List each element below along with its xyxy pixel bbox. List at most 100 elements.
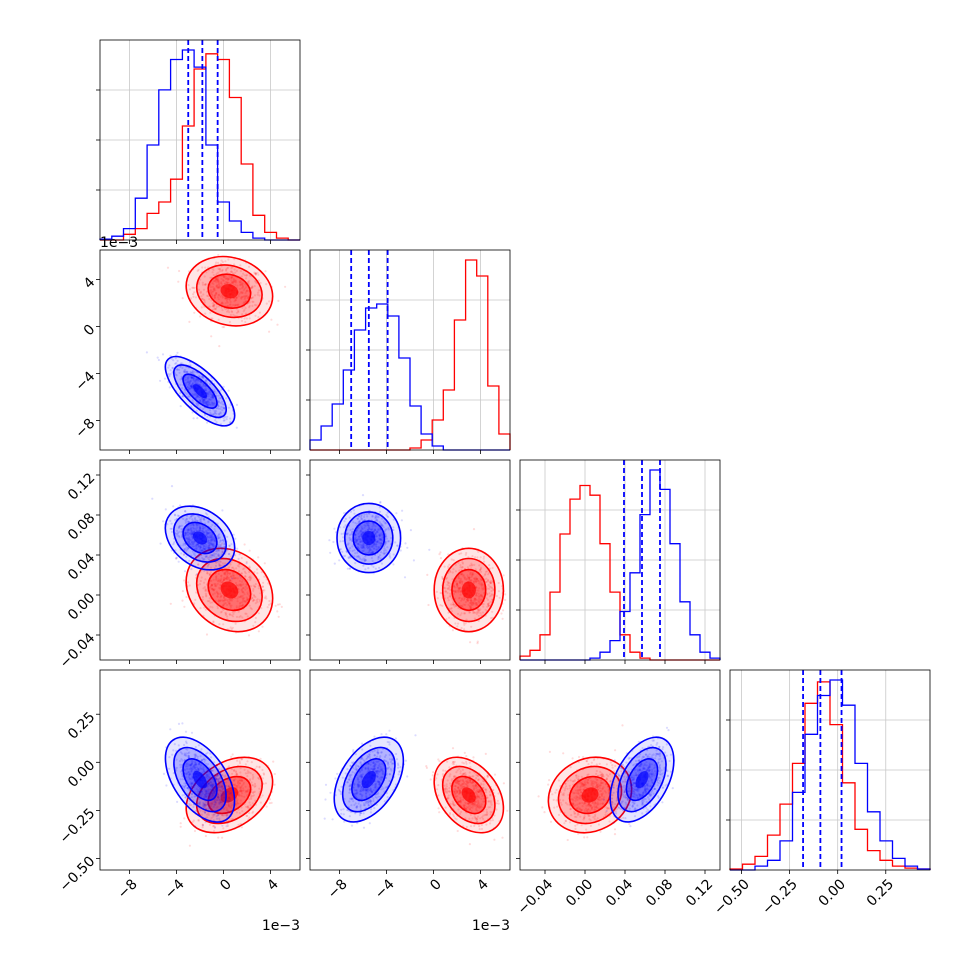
scatter-point (245, 560, 248, 564)
scatter-point (247, 807, 250, 810)
scatter-point (468, 805, 471, 808)
scatter-point (236, 782, 240, 785)
scatter-point (176, 800, 179, 804)
scatter-point (178, 760, 182, 763)
scatter-point (230, 555, 233, 558)
scatter-point (216, 793, 220, 796)
scatter-point (198, 527, 202, 530)
scatter-point (206, 785, 209, 788)
scatter-point (206, 790, 209, 793)
scatter-point (228, 297, 231, 301)
scatter-point (211, 543, 214, 546)
scatter-point (192, 527, 196, 530)
scatter-point (478, 796, 481, 799)
scatter-point (213, 783, 216, 786)
scatter-point (183, 768, 186, 771)
scatter-point (202, 805, 205, 808)
scatter-point (246, 615, 249, 618)
scatter-point (463, 577, 467, 581)
scatter-point (465, 578, 468, 581)
scatter-point (474, 791, 477, 795)
scatter-point (199, 291, 202, 294)
scatter-point (186, 520, 190, 523)
scatter-point (181, 722, 184, 725)
scatter-point (234, 622, 237, 625)
scatter-point (212, 790, 215, 793)
scatter-point (466, 576, 469, 579)
scatter-point (203, 804, 206, 807)
scatter-point (229, 313, 232, 316)
scatter-point (465, 780, 468, 783)
scatter-point (190, 526, 193, 530)
scatter-point (246, 790, 249, 793)
scatter-point (184, 785, 187, 788)
scatter-point (468, 579, 471, 582)
scatter-point (458, 791, 461, 795)
scatter-point (244, 283, 247, 286)
scatter-point (460, 568, 463, 571)
scatter-point (384, 528, 387, 531)
scatter-point (224, 602, 227, 605)
scatter-point (236, 597, 239, 600)
scatter-point (190, 540, 194, 544)
scatter-point (214, 419, 217, 422)
scatter-point (193, 602, 196, 605)
scatter-point (207, 401, 211, 404)
scatter-point (190, 543, 193, 546)
scatter-point (241, 286, 244, 289)
scatter-point (438, 760, 441, 763)
scatter-point (197, 768, 200, 771)
scatter-point (347, 556, 350, 559)
scatter-point (238, 782, 241, 785)
scatter-point (354, 541, 358, 544)
scatter-point (202, 398, 206, 401)
scatter-point (212, 303, 215, 306)
scatter-point (456, 829, 459, 833)
scatter-point (468, 780, 471, 784)
scatter-point (205, 792, 208, 795)
scatter-point (217, 779, 220, 782)
scatter-point (469, 573, 472, 576)
scatter-point (479, 817, 482, 820)
scatter-point (458, 780, 461, 783)
scatter-point (254, 280, 257, 283)
scatter-point (181, 752, 184, 755)
scatter-point (239, 576, 242, 579)
scatter-point (187, 383, 190, 387)
scatter-point (344, 517, 347, 521)
scatter-point (446, 791, 449, 794)
scatter-point (461, 761, 464, 764)
scatter-point (231, 804, 234, 807)
scatter-point (460, 605, 464, 608)
scatter-point (214, 539, 217, 542)
scatter-point (244, 300, 248, 303)
scatter-point (191, 376, 194, 379)
scatter-point (193, 530, 196, 533)
scatter-point (226, 297, 229, 300)
scatter-point (210, 401, 213, 404)
scatter-point (205, 803, 208, 806)
scatter-point (211, 606, 214, 609)
scatter-point (244, 600, 247, 604)
scatter-point (462, 781, 465, 784)
scatter-point (192, 523, 195, 527)
scatter-point (197, 563, 200, 566)
scatter-point (208, 402, 211, 405)
scatter-point (481, 816, 484, 819)
scatter-point (211, 396, 215, 399)
scatter-point (477, 614, 480, 617)
scatter-point (216, 296, 219, 299)
scatter-point (197, 763, 200, 766)
scatter-point (228, 601, 231, 605)
scatter-point (481, 587, 484, 590)
scatter-point (241, 795, 244, 798)
scatter-point (232, 577, 235, 580)
scatter-point (199, 755, 202, 758)
scatter-point (277, 615, 280, 618)
scatter-point (452, 592, 455, 596)
scatter-point (400, 519, 403, 522)
scatter-point (212, 784, 215, 787)
scatter-point (370, 545, 373, 548)
scatter-point (195, 523, 198, 526)
scatter-point (241, 591, 244, 594)
